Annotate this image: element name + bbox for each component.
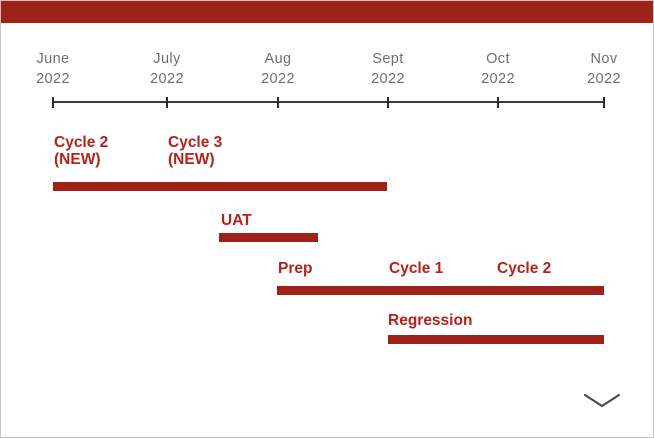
month-year: 2022 [481, 71, 515, 87]
gantt-bar-cycles-2-3 [53, 182, 387, 191]
label-line: UAT [221, 212, 252, 229]
month-label-oct: Oct 2022 [481, 49, 515, 89]
gantt-bar-uat [219, 233, 318, 242]
month-year: 2022 [150, 71, 184, 87]
label-line: Prep [278, 260, 313, 277]
gantt-bar-prep-cycles [277, 286, 604, 295]
axis-tick-aug [277, 97, 279, 108]
header-bar [1, 1, 653, 23]
month-year: 2022 [371, 71, 405, 87]
month-label-sept: Sept 2022 [371, 49, 405, 89]
month-label-june: June 2022 [36, 49, 70, 89]
bar-label-cycle3-new: Cycle 3 (NEW) [168, 134, 222, 168]
expand-panel-button[interactable] [581, 389, 623, 413]
month-label-aug: Aug 2022 [261, 49, 295, 89]
chevron-down-icon [583, 393, 621, 409]
month-label-nov: Nov 2022 [587, 49, 621, 89]
month-name: June [36, 51, 70, 67]
month-year: 2022 [261, 71, 295, 87]
bar-label-regression: Regression [388, 312, 472, 329]
label-line: (NEW) [54, 151, 101, 168]
axis-tick-sept [387, 97, 389, 108]
label-line: Cycle 2 [497, 260, 552, 277]
timeline-axis [53, 101, 604, 103]
month-label-july: July 2022 [150, 49, 184, 89]
bar-label-cycle2: Cycle 2 [497, 260, 551, 277]
label-line: Regression [388, 312, 473, 329]
month-year: 2022 [587, 71, 621, 87]
bar-label-cycle2-new: Cycle 2 (NEW) [54, 134, 108, 168]
month-name: Sept [372, 51, 404, 67]
month-name: July [153, 51, 181, 67]
axis-tick-nov [603, 97, 605, 108]
gantt-bar-regression [388, 335, 604, 344]
label-line: (NEW) [168, 151, 215, 168]
month-name: Aug [264, 51, 292, 67]
bar-label-prep: Prep [278, 260, 312, 277]
month-name: Nov [590, 51, 618, 67]
axis-tick-june [52, 97, 54, 108]
label-line: Cycle 3 [168, 134, 223, 151]
axis-tick-july [166, 97, 168, 108]
label-line: Cycle 2 [54, 134, 109, 151]
axis-tick-oct [497, 97, 499, 108]
month-year: 2022 [36, 71, 70, 87]
month-name: Oct [486, 51, 510, 67]
bar-label-uat: UAT [221, 212, 252, 229]
label-line: Cycle 1 [389, 260, 444, 277]
bar-label-cycle1: Cycle 1 [389, 260, 443, 277]
